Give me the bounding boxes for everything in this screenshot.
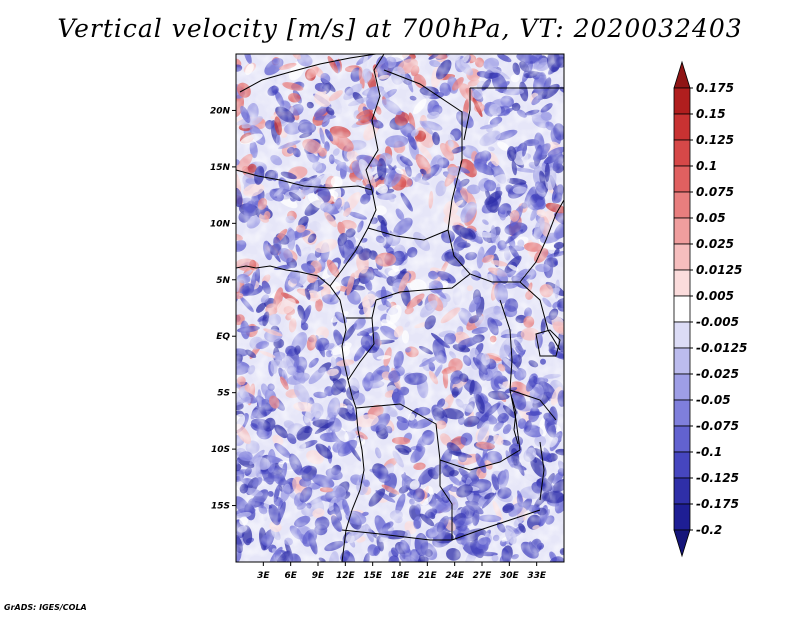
colorbar-swatch [673, 373, 691, 401]
lat-tick-label: 5S [217, 389, 230, 399]
colorbar-label: -0.175 [696, 497, 739, 511]
colorbar-swatch [673, 477, 691, 505]
border-red-sea [463, 88, 471, 141]
colorbar-swatch [673, 139, 691, 167]
colorbar-label: 0.125 [696, 133, 734, 147]
lat-tick-label: EQ [216, 332, 230, 342]
lat-tick-label: 5N [216, 276, 230, 286]
colorbar-label: 0.005 [696, 289, 734, 303]
lon-tick-label: 3E [257, 571, 270, 581]
colorbar-swatch [673, 347, 691, 375]
field-texture [236, 54, 564, 562]
border-sahel [236, 169, 373, 191]
colorbar-top-arrow [673, 60, 691, 89]
border-drc-east [499, 299, 521, 451]
colorbar-swatch [673, 295, 691, 323]
lat-tick-label: 15S [211, 502, 230, 512]
lake-victoria [535, 329, 561, 357]
colorbar-swatch [673, 503, 691, 531]
border-namibia [341, 509, 541, 541]
border-sudan-west [447, 159, 520, 283]
colorbar-label: 0.05 [696, 211, 726, 225]
lon-tick-label: 12E [336, 571, 356, 581]
colorbar-bottom-arrow [673, 529, 691, 558]
colorbar-swatch [673, 165, 691, 193]
colorbar-swatch [673, 217, 691, 245]
country-borders [236, 54, 564, 562]
colorbar-swatch [673, 451, 691, 479]
colorbar-label: 0.1 [696, 159, 717, 173]
coastline-southwest [341, 407, 365, 562]
border-angola-zambia [439, 460, 453, 540]
colorbar-label: 0.175 [696, 81, 734, 95]
border-congo [346, 299, 377, 381]
colorbar-swatch [673, 321, 691, 349]
lat-tick-label: 10N [210, 219, 231, 229]
lon-tick-label: 9E [312, 571, 325, 581]
colorbar-label: -0.075 [696, 419, 739, 433]
credit-label: GrADS: IGES/COLA [4, 603, 87, 612]
lon-tick-label: 30E [500, 571, 520, 581]
longitude-axis: 3E 6E 9E 12E 15E 18E 21E 24E 27E 30E 33E [257, 562, 547, 581]
colorbar-label: -0.0125 [696, 341, 747, 355]
lon-tick-label: 6E [284, 571, 297, 581]
chart-title: Vertical velocity [m/s] at 700hPa, VT: 2… [57, 14, 743, 43]
colorbar-label: 0.15 [696, 107, 726, 121]
colorbar-label: 0.0125 [696, 263, 742, 277]
colorbar: 0.175 0.15 0.125 0.1 0.075 0.05 0.025 0.0125 0.0… [673, 60, 747, 558]
lon-tick-label: 18E [391, 571, 411, 581]
lon-tick-label: 15E [363, 571, 383, 581]
lat-tick-label: 20N [210, 106, 231, 116]
colorbar-label: -0.025 [696, 367, 739, 381]
colorbar-label: -0.2 [696, 523, 722, 537]
colorbar-swatch [673, 399, 691, 427]
lat-tick-label: 10S [211, 445, 230, 455]
border-sudan-east [519, 199, 564, 283]
coastline-west [236, 265, 357, 409]
colorbar-swatch [673, 425, 691, 453]
colorbar-label: -0.125 [696, 471, 739, 485]
lon-tick-label: 24E [445, 571, 465, 581]
border-car-south [375, 273, 471, 301]
lon-tick-label: 21E [418, 571, 438, 581]
border-chad-west [365, 54, 385, 191]
border-libya-chad [383, 69, 463, 160]
colorbar-label: -0.05 [696, 393, 731, 407]
lake-malawi [539, 441, 545, 501]
lon-tick-label: 33E [527, 571, 547, 581]
colorbar-label: 0.075 [696, 185, 734, 199]
border-cameroon-nigeria [329, 189, 377, 287]
colorbar-label: -0.005 [696, 315, 739, 329]
lat-tick-label: 15N [210, 163, 231, 173]
colorbar-label: -0.1 [696, 445, 722, 459]
colorbar-swatch [673, 269, 691, 297]
colorbar-swatch [673, 87, 691, 115]
border-car [367, 227, 449, 241]
colorbar-label: 0.025 [696, 237, 734, 251]
colorbar-swatch [673, 113, 691, 141]
border-east-africa [509, 281, 561, 421]
lon-tick-label: 27E [473, 571, 493, 581]
latitude-axis: 20N 15N 10N 5N EQ 5S 10S 15S [210, 106, 236, 512]
border-north [239, 54, 377, 93]
colorbar-swatch [673, 243, 691, 271]
colorbar-swatch [673, 191, 691, 219]
lake-tanganyika [511, 397, 519, 445]
